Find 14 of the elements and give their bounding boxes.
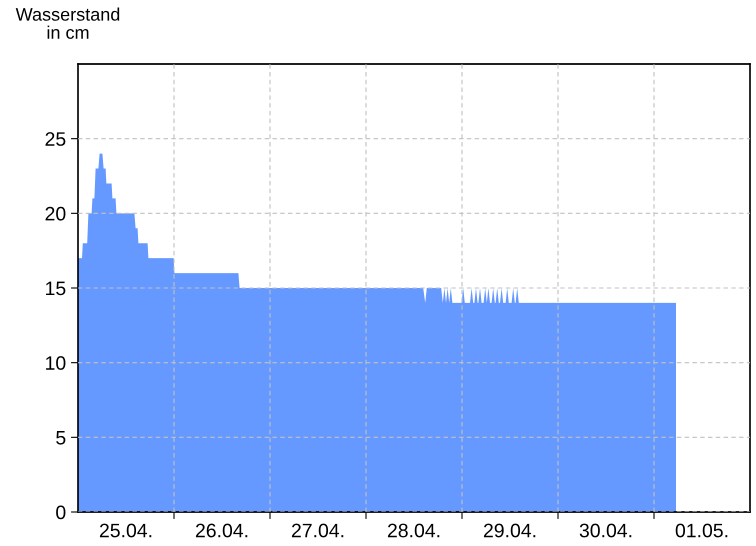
x-tick-label: 29.04.	[484, 524, 536, 538]
x-tick-label: 28.04.	[388, 524, 440, 538]
y-tick-label: 0	[56, 505, 66, 520]
y-tick-label: 25	[46, 132, 66, 146]
y-tick-label: 20	[46, 206, 66, 221]
y-tick-label: 15	[46, 282, 66, 296]
x-tick-label: 27.04.	[292, 524, 344, 538]
y-tick-label: 5	[56, 431, 66, 445]
x-tick-label: 30.04.	[580, 524, 632, 538]
y-tick-label: 10	[46, 356, 66, 370]
x-tick-label: 26.04.	[196, 524, 248, 538]
x-tick-label: 01.05.	[676, 524, 728, 538]
y-axis-title: Wasserstand in cm	[16, 8, 120, 39]
x-tick-label: 25.04.	[100, 524, 152, 538]
